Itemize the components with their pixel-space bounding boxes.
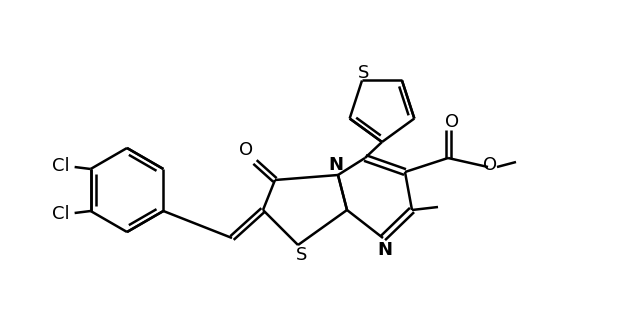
Text: Cl: Cl bbox=[52, 205, 69, 223]
Text: N: N bbox=[378, 241, 392, 259]
Text: O: O bbox=[483, 156, 497, 174]
Text: Cl: Cl bbox=[52, 157, 69, 175]
Text: O: O bbox=[239, 141, 253, 159]
Text: S: S bbox=[358, 64, 370, 82]
Text: O: O bbox=[445, 113, 459, 131]
Text: S: S bbox=[296, 246, 308, 264]
Text: N: N bbox=[328, 156, 344, 174]
